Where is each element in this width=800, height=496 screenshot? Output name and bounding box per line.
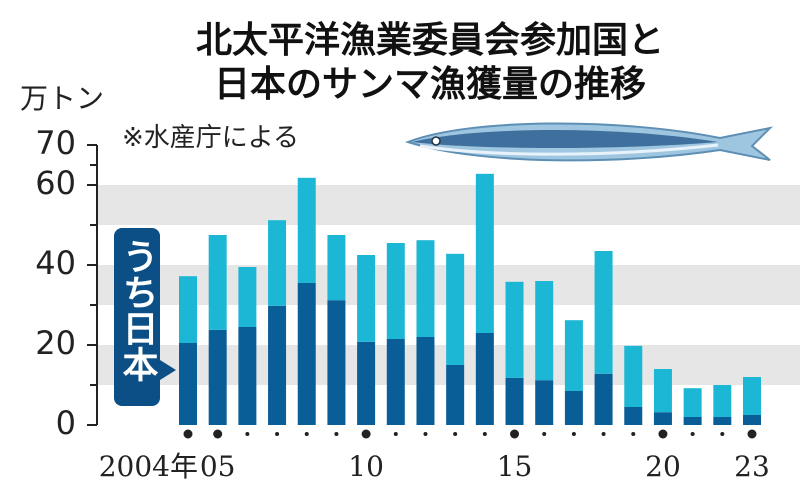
bar-segment: [238, 327, 257, 425]
x-tick-label: 20: [645, 450, 681, 483]
y-tick-label: 40: [35, 244, 76, 282]
bar-segment: [535, 380, 554, 425]
bar-segment: [297, 283, 316, 425]
x-tick-dot: [393, 432, 398, 436]
bar-segment: [624, 345, 643, 407]
x-tick-dot: [361, 429, 371, 439]
x-tick-dot: [275, 432, 280, 436]
bar-segment: [535, 281, 554, 381]
bar-segment: [357, 255, 376, 342]
y-axis-unit: 万トン: [20, 82, 104, 115]
bar-segment: [505, 377, 524, 425]
x-tick-dot: [601, 432, 606, 436]
bar-segment: [505, 281, 524, 378]
x-tick-dot: [658, 429, 668, 439]
bar-segment: [653, 412, 672, 425]
fish-illustration: [404, 122, 774, 162]
bar-segment: [327, 235, 346, 301]
x-tick-dot: [571, 432, 576, 436]
bar-segment: [386, 339, 405, 425]
bar-segment: [386, 243, 405, 339]
x-tick-dot: [334, 432, 339, 436]
japan-label: うち日本: [117, 238, 159, 382]
bar-segment: [208, 329, 227, 425]
bar-segment: [446, 365, 465, 425]
bar-segment: [624, 407, 643, 425]
bar-segment: [268, 305, 287, 425]
bar-segment: [683, 388, 702, 417]
y-tick-label: 0: [56, 404, 76, 442]
y-tick-label: 20: [35, 324, 76, 362]
x-tick-dot: [245, 432, 250, 436]
bar-segment: [653, 369, 672, 413]
x-tick-dot: [423, 432, 428, 436]
x-tick-label: 15: [497, 450, 533, 483]
bar-segment: [238, 267, 257, 327]
bar-segment: [297, 177, 316, 283]
x-tick-dot: [720, 432, 725, 436]
bar-segment: [268, 220, 287, 306]
x-tick-label: 23: [734, 450, 770, 483]
bar-segment: [564, 391, 583, 425]
x-tick-dot: [690, 432, 695, 436]
x-tick-dot: [453, 432, 458, 436]
bar-segment: [743, 415, 761, 425]
bar-segment: [179, 343, 197, 425]
x-tick-label: 05: [200, 450, 236, 483]
x-tick-dot: [542, 432, 547, 436]
x-tick-dot: [482, 432, 487, 436]
x-tick-dot: [183, 429, 193, 439]
grid-band: [97, 185, 800, 225]
bar-segment: [446, 253, 465, 365]
bar-segment: [327, 300, 346, 425]
x-tick-dot: [510, 429, 520, 439]
title-line-1: 北太平洋漁業委員会参加国と: [196, 20, 664, 61]
bar-segment: [564, 320, 583, 391]
bar-segment: [208, 235, 227, 330]
x-tick-label: 10: [348, 450, 384, 483]
y-tick-label: 70: [35, 124, 76, 162]
bar-segment: [713, 417, 732, 425]
bar-segment: [594, 373, 613, 425]
bar-segment: [475, 173, 494, 333]
bar-segment: [713, 385, 732, 417]
bar-segment: [683, 417, 702, 425]
source-note: ※水産庁による: [122, 123, 299, 153]
bar-segment: [357, 341, 376, 425]
bar-segment: [475, 333, 494, 425]
y-tick-label: 60: [35, 164, 76, 202]
bar-segment: [743, 377, 761, 415]
japan-callout: うち日本: [114, 228, 176, 406]
bar-segment: [594, 251, 613, 374]
x-tick-label: 2004年: [99, 450, 198, 483]
bar-segment: [179, 276, 197, 343]
x-tick-dot: [747, 429, 757, 439]
bar-segment: [416, 337, 435, 425]
bar-segment: [416, 240, 435, 337]
x-tick-dot: [304, 432, 309, 436]
title-line-2: 日本のサンマ漁獲量の推移: [214, 64, 646, 105]
x-tick-dot: [213, 429, 223, 439]
x-tick-dot: [631, 432, 636, 436]
